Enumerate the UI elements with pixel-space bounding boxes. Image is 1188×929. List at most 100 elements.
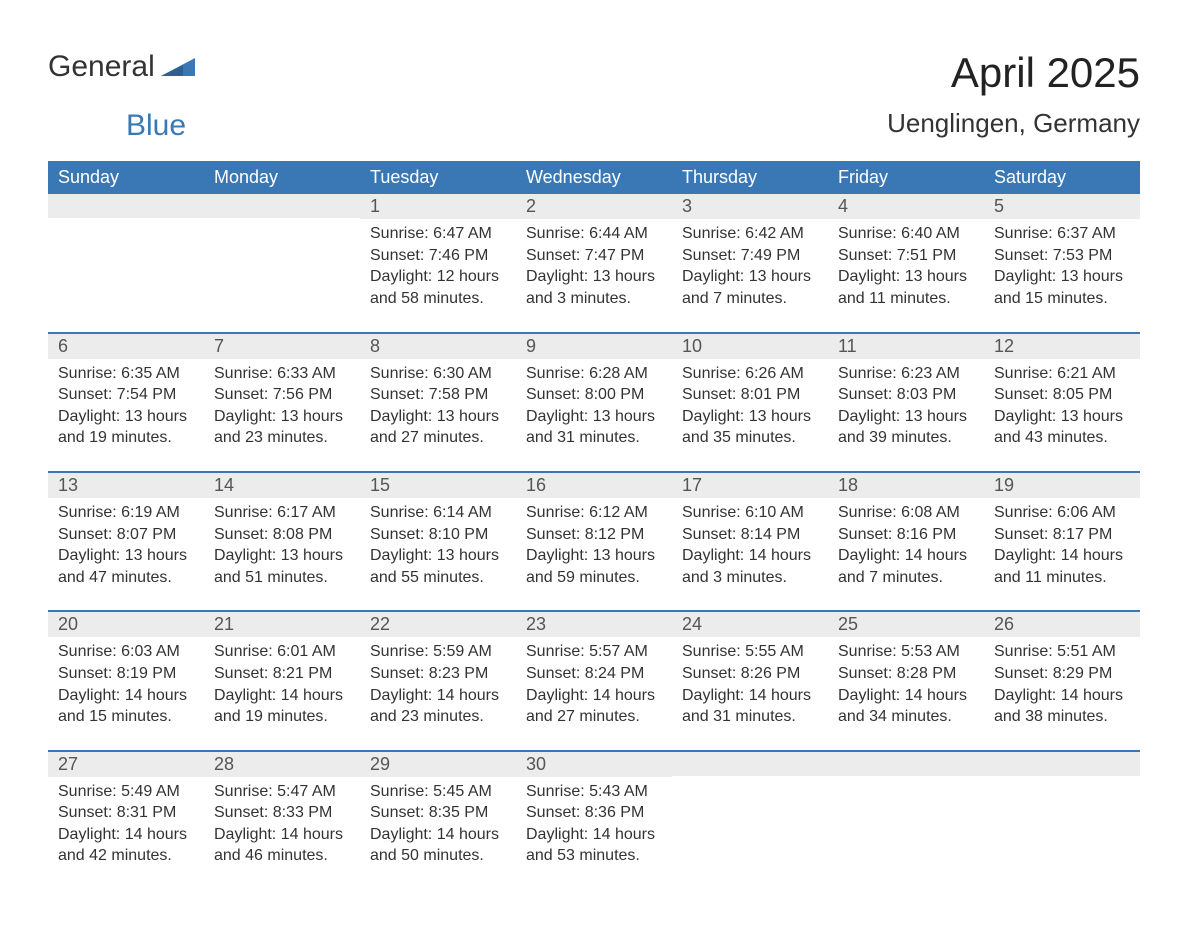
weekday-col: Friday — [828, 161, 984, 194]
day-daylight2: and 23 minutes. — [214, 427, 350, 449]
day-number: 14 — [204, 473, 360, 498]
month-title: April 2025 — [887, 50, 1140, 96]
day-cell: 19Sunrise: 6:06 AMSunset: 8:17 PMDayligh… — [984, 471, 1140, 610]
day-sunrise: Sunrise: 6:28 AM — [526, 363, 662, 385]
day-sunset: Sunset: 8:19 PM — [58, 663, 194, 685]
day-daylight2: and 50 minutes. — [370, 845, 506, 867]
day-daylight1: Daylight: 13 hours — [994, 266, 1130, 288]
day-sunset: Sunset: 8:35 PM — [370, 802, 506, 824]
day-body — [672, 776, 828, 780]
day-cell: 7Sunrise: 6:33 AMSunset: 7:56 PMDaylight… — [204, 332, 360, 471]
day-body: Sunrise: 5:43 AMSunset: 8:36 PMDaylight:… — [516, 777, 672, 867]
day-body — [984, 776, 1140, 780]
day-number — [672, 752, 828, 776]
day-daylight2: and 11 minutes. — [838, 288, 974, 310]
brand-blue: Blue — [126, 109, 186, 142]
day-sunset: Sunset: 8:23 PM — [370, 663, 506, 685]
day-number: 9 — [516, 334, 672, 359]
day-number: 19 — [984, 473, 1140, 498]
day-daylight1: Daylight: 13 hours — [526, 406, 662, 428]
brand-general: General — [48, 50, 155, 84]
day-body: Sunrise: 6:30 AMSunset: 7:58 PMDaylight:… — [360, 359, 516, 449]
day-sunrise: Sunrise: 6:21 AM — [994, 363, 1130, 385]
title-block: April 2025 Uenglingen, Germany — [887, 50, 1140, 139]
day-daylight1: Daylight: 14 hours — [526, 824, 662, 846]
day-cell: 21Sunrise: 6:01 AMSunset: 8:21 PMDayligh… — [204, 610, 360, 749]
day-sunrise: Sunrise: 5:55 AM — [682, 641, 818, 663]
day-daylight2: and 19 minutes. — [214, 706, 350, 728]
day-daylight1: Daylight: 12 hours — [370, 266, 506, 288]
day-body: Sunrise: 6:01 AMSunset: 8:21 PMDaylight:… — [204, 637, 360, 727]
day-sunrise: Sunrise: 5:47 AM — [214, 781, 350, 803]
day-cell: 26Sunrise: 5:51 AMSunset: 8:29 PMDayligh… — [984, 610, 1140, 749]
day-sunset: Sunset: 8:21 PM — [214, 663, 350, 685]
day-sunset: Sunset: 8:00 PM — [526, 384, 662, 406]
week-row: 27Sunrise: 5:49 AMSunset: 8:31 PMDayligh… — [48, 750, 1140, 889]
day-number: 24 — [672, 612, 828, 637]
brand-logo: General — [48, 50, 197, 84]
day-daylight1: Daylight: 13 hours — [838, 406, 974, 428]
day-daylight2: and 38 minutes. — [994, 706, 1130, 728]
day-daylight2: and 31 minutes. — [682, 706, 818, 728]
day-body: Sunrise: 5:51 AMSunset: 8:29 PMDaylight:… — [984, 637, 1140, 727]
day-sunrise: Sunrise: 6:03 AM — [58, 641, 194, 663]
day-cell: 28Sunrise: 5:47 AMSunset: 8:33 PMDayligh… — [204, 750, 360, 889]
day-body: Sunrise: 6:14 AMSunset: 8:10 PMDaylight:… — [360, 498, 516, 588]
day-body: Sunrise: 6:19 AMSunset: 8:07 PMDaylight:… — [48, 498, 204, 588]
day-sunrise: Sunrise: 6:08 AM — [838, 502, 974, 524]
day-daylight1: Daylight: 14 hours — [994, 685, 1130, 707]
day-cell: 9 Sunrise: 6:28 AMSunset: 8:00 PMDaylight… — [516, 332, 672, 471]
day-number: 1 — [360, 194, 516, 219]
day-body — [48, 218, 204, 222]
day-body: Sunrise: 6:10 AMSunset: 8:14 PMDaylight:… — [672, 498, 828, 588]
day-cell: 6Sunrise: 6:35 AMSunset: 7:54 PMDaylight… — [48, 332, 204, 471]
day-sunrise: Sunrise: 6:12 AM — [526, 502, 662, 524]
day-number: 26 — [984, 612, 1140, 637]
day-daylight2: and 23 minutes. — [370, 706, 506, 728]
day-cell: 5Sunrise: 6:37 AMSunset: 7:53 PMDaylight… — [984, 194, 1140, 331]
day-body: Sunrise: 5:45 AMSunset: 8:35 PMDaylight:… — [360, 777, 516, 867]
day-cell: 17Sunrise: 6:10 AMSunset: 8:14 PMDayligh… — [672, 471, 828, 610]
day-cell: 1Sunrise: 6:47 AMSunset: 7:46 PMDaylight… — [360, 194, 516, 331]
day-cell: 14Sunrise: 6:17 AMSunset: 8:08 PMDayligh… — [204, 471, 360, 610]
day-body: Sunrise: 6:47 AMSunset: 7:46 PMDaylight:… — [360, 219, 516, 309]
flag-icon — [161, 50, 195, 68]
day-number — [984, 752, 1140, 776]
day-sunset: Sunset: 7:53 PM — [994, 245, 1130, 267]
day-number: 17 — [672, 473, 828, 498]
day-sunset: Sunset: 7:58 PM — [370, 384, 506, 406]
day-sunrise: Sunrise: 6:37 AM — [994, 223, 1130, 245]
day-daylight1: Daylight: 13 hours — [214, 545, 350, 567]
day-cell: 3Sunrise: 6:42 AMSunset: 7:49 PMDaylight… — [672, 194, 828, 331]
day-daylight2: and 59 minutes. — [526, 567, 662, 589]
day-number: 27 — [48, 752, 204, 777]
day-daylight1: Daylight: 14 hours — [370, 824, 506, 846]
day-daylight2: and 7 minutes. — [682, 288, 818, 310]
day-body: Sunrise: 6:26 AMSunset: 8:01 PMDaylight:… — [672, 359, 828, 449]
day-number — [48, 194, 204, 218]
day-body: Sunrise: 5:53 AMSunset: 8:28 PMDaylight:… — [828, 637, 984, 727]
day-sunset: Sunset: 8:29 PM — [994, 663, 1130, 685]
day-sunrise: Sunrise: 5:53 AM — [838, 641, 974, 663]
weekday-col: Sunday — [48, 161, 204, 194]
calendar-page: General April 2025 Uenglingen, Germany B… — [0, 0, 1188, 929]
day-daylight2: and 15 minutes. — [994, 288, 1130, 310]
day-sunrise: Sunrise: 6:17 AM — [214, 502, 350, 524]
day-daylight1: Daylight: 14 hours — [214, 824, 350, 846]
day-cell — [828, 750, 984, 889]
day-body: Sunrise: 6:12 AMSunset: 8:12 PMDaylight:… — [516, 498, 672, 588]
weekday-col: Saturday — [984, 161, 1140, 194]
day-number: 25 — [828, 612, 984, 637]
day-cell — [984, 750, 1140, 889]
day-daylight1: Daylight: 13 hours — [682, 406, 818, 428]
day-daylight1: Daylight: 14 hours — [682, 545, 818, 567]
day-daylight1: Daylight: 14 hours — [58, 685, 194, 707]
day-sunset: Sunset: 8:28 PM — [838, 663, 974, 685]
day-daylight2: and 35 minutes. — [682, 427, 818, 449]
day-cell: 16Sunrise: 6:12 AMSunset: 8:12 PMDayligh… — [516, 471, 672, 610]
day-body: Sunrise: 6:37 AMSunset: 7:53 PMDaylight:… — [984, 219, 1140, 309]
day-daylight2: and 34 minutes. — [838, 706, 974, 728]
day-sunrise: Sunrise: 5:45 AM — [370, 781, 506, 803]
day-number: 4 — [828, 194, 984, 219]
weeks-container: 1Sunrise: 6:47 AMSunset: 7:46 PMDaylight… — [48, 194, 1140, 889]
